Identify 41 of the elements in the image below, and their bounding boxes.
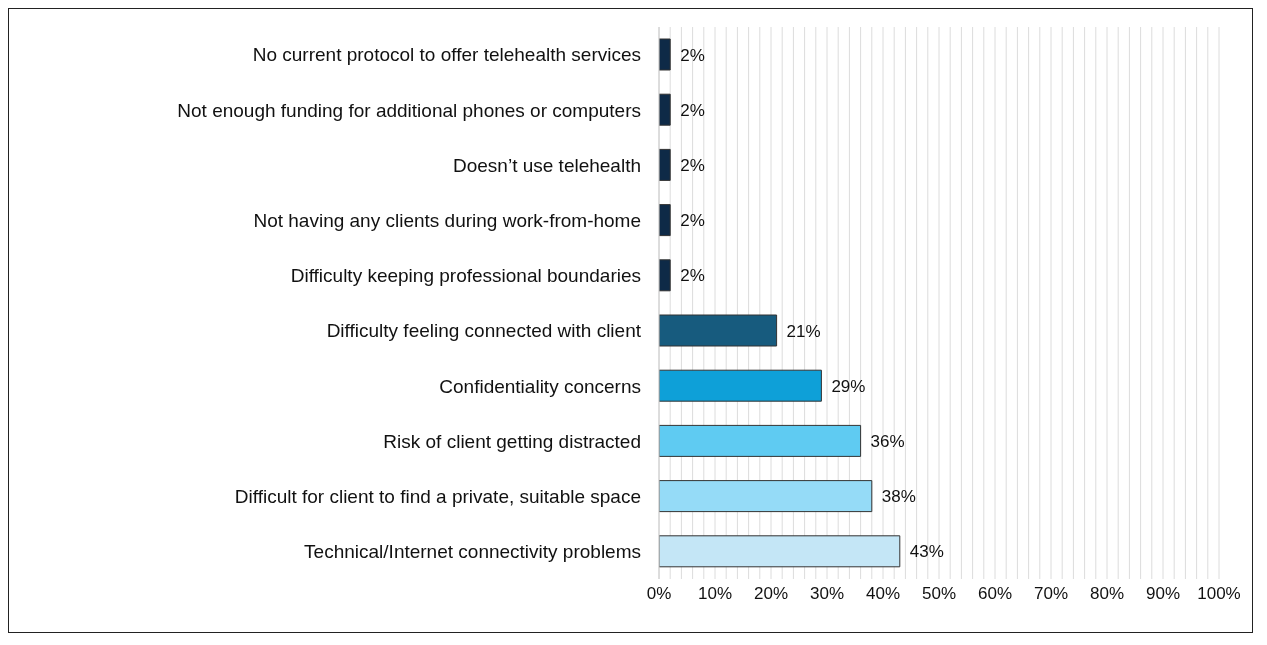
bar bbox=[659, 480, 873, 513]
bar bbox=[659, 424, 862, 457]
y-tick-label: Difficulty feeling connected with client bbox=[326, 320, 642, 342]
bar bbox=[659, 148, 671, 181]
bar bbox=[659, 535, 901, 568]
x-tick-label: 40% bbox=[865, 584, 901, 604]
data-label: 43% bbox=[909, 542, 944, 562]
y-tick-label: Difficulty keeping professional boundaries bbox=[290, 265, 641, 287]
x-tick-label: 70% bbox=[1033, 584, 1069, 604]
x-tick-label: 50% bbox=[921, 584, 957, 604]
y-tick-label: No current protocol to offer telehealth services bbox=[252, 44, 641, 66]
data-label: 36% bbox=[870, 431, 905, 451]
data-label: 21% bbox=[786, 321, 821, 341]
data-label: 2% bbox=[680, 155, 705, 175]
y-tick-label: Not enough funding for additional phones or computers bbox=[177, 99, 641, 121]
x-tick-label: 60% bbox=[977, 584, 1013, 604]
x-tick-label: 10% bbox=[697, 584, 733, 604]
x-tick-label: 30% bbox=[809, 584, 845, 604]
x-tick-label: 0% bbox=[646, 584, 672, 604]
bar bbox=[659, 38, 671, 71]
x-tick-label: 90% bbox=[1145, 584, 1181, 604]
data-label: 38% bbox=[881, 487, 916, 507]
y-tick-label: Technical/Internet connectivity problems bbox=[304, 541, 641, 563]
y-tick-label: Not having any clients during work-from-home bbox=[253, 209, 641, 231]
x-tick-label: 20% bbox=[753, 584, 789, 604]
data-label: 29% bbox=[831, 376, 866, 396]
bar bbox=[659, 314, 778, 347]
y-tick-label: Difficult for client to find a private, suitable space bbox=[234, 485, 641, 507]
bar bbox=[659, 259, 671, 292]
bar bbox=[659, 369, 822, 402]
data-label: 2% bbox=[680, 45, 705, 65]
bar bbox=[659, 204, 671, 237]
data-label: 2% bbox=[680, 266, 705, 286]
x-tick-label: 80% bbox=[1089, 584, 1125, 604]
data-label: 2% bbox=[680, 100, 705, 120]
y-tick-label: Confidentiality concerns bbox=[439, 375, 641, 397]
y-tick-label: Risk of client getting distracted bbox=[383, 430, 641, 452]
bar bbox=[659, 93, 671, 126]
data-label: 2% bbox=[680, 211, 705, 231]
x-tick-label: 100% bbox=[1197, 584, 1241, 604]
y-tick-label: Doesn’t use telehealth bbox=[452, 154, 641, 176]
